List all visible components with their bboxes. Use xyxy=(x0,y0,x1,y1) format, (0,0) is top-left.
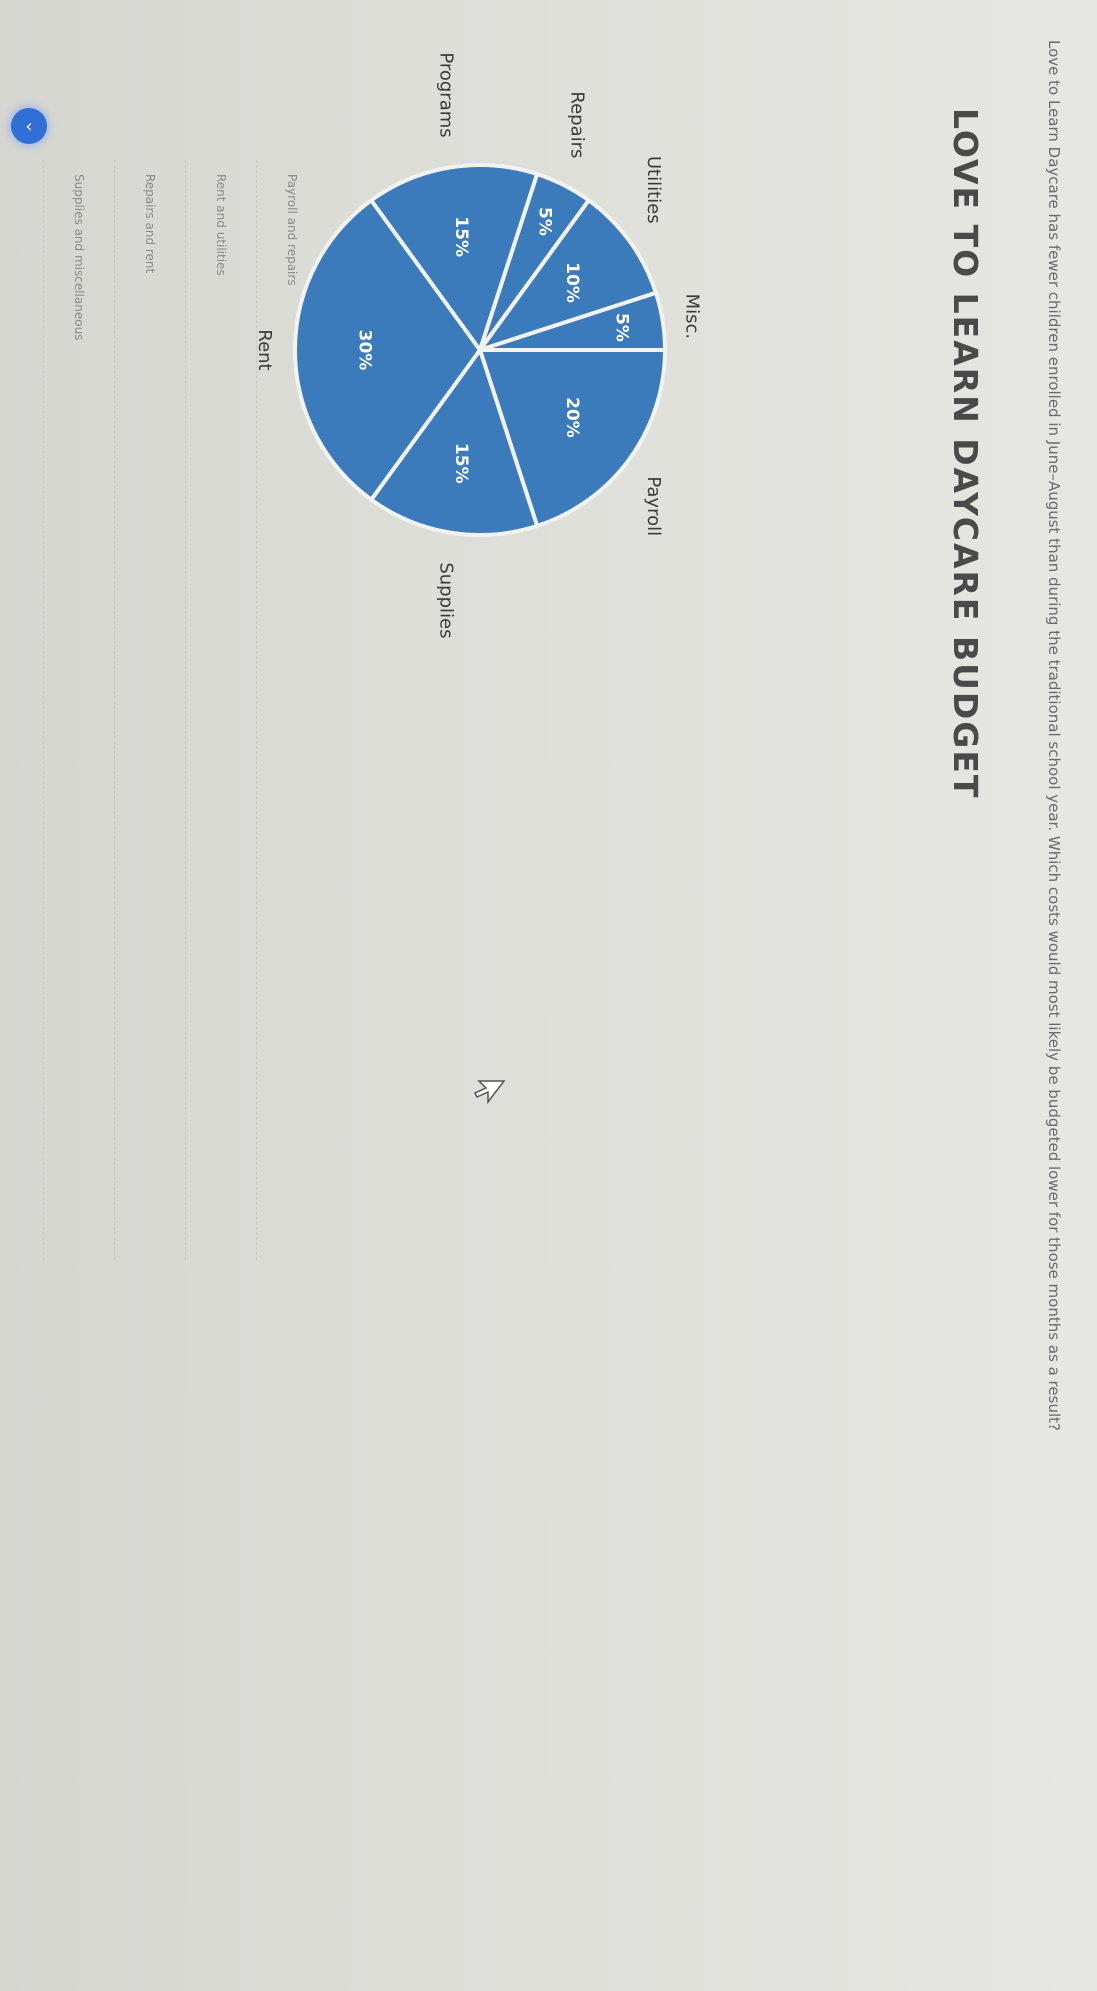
option-rent-utilities[interactable]: Rent and utilities xyxy=(185,160,256,1260)
option-label: Rent and utilities xyxy=(214,174,228,276)
option-label: Payroll and repairs xyxy=(285,174,299,286)
pie-percent-label: 15% xyxy=(451,216,471,257)
option-payroll-repairs[interactable]: Payroll and repairs xyxy=(256,160,327,1260)
back-button[interactable]: ‹ xyxy=(11,108,47,144)
pie-slice-payroll xyxy=(477,348,668,529)
pie-slice-misc xyxy=(479,290,668,352)
pie-slice-supplies xyxy=(368,345,540,537)
option-label: Repairs and rent xyxy=(143,174,157,274)
pie-percent-label: 5% xyxy=(612,313,632,342)
option-supplies-misc[interactable]: Supplies and miscellaneous xyxy=(43,160,114,1260)
pie-slice-rent xyxy=(293,197,483,503)
pie-category-label: Rent xyxy=(254,329,275,370)
pie-category-label: Payroll xyxy=(643,476,664,536)
pie-percent-label: 15% xyxy=(451,443,471,484)
pie-category-label: Programs xyxy=(435,52,456,137)
pie-percent-label: 20% xyxy=(562,397,582,438)
pie-slice-utilities xyxy=(474,197,659,354)
option-label: Supplies and miscellaneous xyxy=(72,174,86,341)
answer-options: Payroll and repairs Rent and utilities R… xyxy=(43,160,327,1260)
pie-slice-programs xyxy=(368,163,540,355)
chevron-left-icon: ‹ xyxy=(25,115,33,137)
pie-category-label: Supplies xyxy=(435,562,456,638)
option-repairs-rent[interactable]: Repairs and rent xyxy=(114,160,185,1260)
pie-percent-label: 30% xyxy=(354,330,374,371)
pie-category-label: Repairs xyxy=(567,91,588,158)
pie-percent-label: 10% xyxy=(562,262,582,303)
pie-percent-label: 5% xyxy=(535,207,555,236)
pie-category-label: Utilities xyxy=(643,156,664,224)
mouse-cursor-icon xyxy=(473,1080,506,1105)
pie-category-label: Misc. xyxy=(681,294,702,340)
